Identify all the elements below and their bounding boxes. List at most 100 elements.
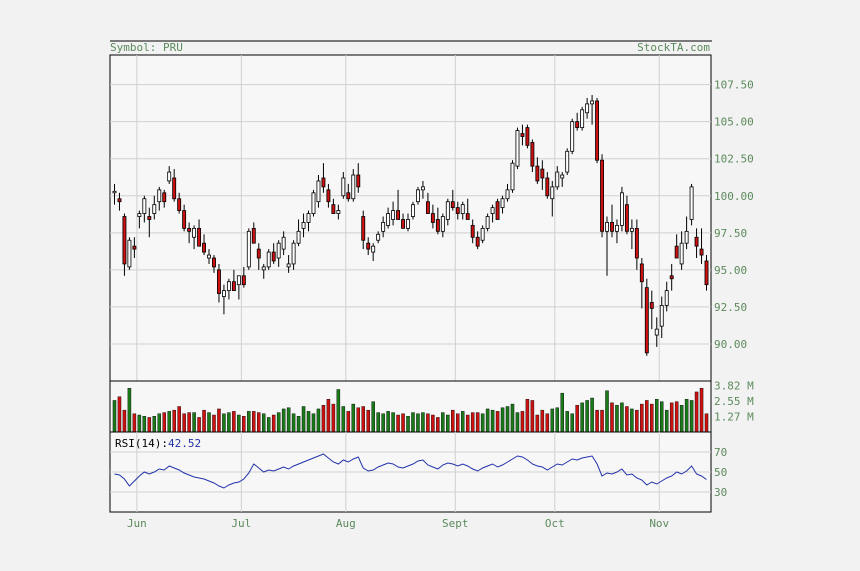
volume-bar — [645, 400, 649, 433]
candle — [659, 296, 664, 339]
candle — [192, 225, 197, 250]
candle — [590, 95, 595, 125]
volume-bar — [659, 401, 664, 433]
volume-bar — [436, 417, 440, 433]
candle — [490, 204, 495, 223]
volume-bar — [585, 400, 589, 433]
rsi-label: RSI(14):42.52 — [115, 437, 201, 450]
candle-body — [366, 242, 371, 250]
candle-body — [500, 198, 505, 209]
candle-body — [341, 177, 346, 197]
volume-bar — [630, 408, 634, 433]
candle-body — [694, 236, 699, 247]
candle — [246, 228, 251, 270]
volume-bar — [520, 411, 525, 433]
candle — [520, 124, 525, 146]
candle — [634, 219, 639, 270]
candle-body — [679, 242, 684, 265]
candle-body — [525, 127, 530, 146]
volume-bar — [595, 409, 599, 433]
volume-bar — [391, 412, 395, 433]
candle-body — [704, 260, 709, 286]
candle-body — [391, 210, 396, 220]
volume-axis: 3.82 M 2.55 M 1.27 M — [714, 380, 754, 424]
candle — [122, 213, 127, 276]
volume-bar — [431, 414, 435, 433]
volume-bar — [321, 405, 326, 433]
volume-bar — [421, 412, 425, 433]
price-axis: 90.00 92.50 95.00 97.50 100.00 102.50 105.00 10… — [714, 79, 754, 351]
candle — [535, 157, 540, 184]
month-axis: Jun Jul Aug Sept Oct Nov — [127, 517, 670, 530]
volume-bar — [475, 412, 480, 433]
candle — [555, 166, 560, 190]
candle-body — [336, 210, 341, 214]
candle — [440, 213, 445, 238]
candle — [550, 180, 555, 217]
candle-body — [595, 100, 600, 161]
candle — [366, 237, 371, 256]
candle — [580, 106, 585, 131]
candle — [669, 263, 674, 291]
volume-bar — [162, 412, 166, 433]
candle-body — [351, 174, 356, 200]
candle-body — [610, 222, 614, 232]
price-tick-label: 90.00 — [714, 338, 747, 351]
candle — [525, 124, 530, 149]
candle — [639, 258, 644, 309]
candle-body — [281, 236, 286, 250]
volume-bar — [281, 408, 286, 433]
volume-bar — [296, 416, 301, 433]
volume-bar — [117, 396, 122, 433]
volume-bar — [326, 399, 331, 433]
candle-body — [226, 281, 231, 292]
volume-bar — [515, 412, 520, 433]
candle-body — [207, 254, 211, 259]
volume-bar — [441, 412, 445, 433]
candle — [127, 237, 132, 270]
price-tick-label: 97.50 — [714, 227, 747, 240]
candle-body — [550, 186, 555, 200]
candle — [117, 192, 122, 211]
candle-body — [425, 201, 430, 214]
candle — [336, 204, 341, 220]
candle — [465, 198, 470, 220]
candle — [241, 266, 246, 288]
volume-bar — [132, 413, 137, 433]
candle-body — [530, 142, 535, 167]
volume-bar — [699, 388, 704, 433]
candle-body — [590, 100, 595, 105]
price-candles — [112, 95, 709, 356]
candle — [406, 213, 410, 232]
candle-body — [271, 251, 276, 262]
rsi-line — [114, 453, 707, 489]
volume-bar — [480, 413, 485, 433]
candle-body — [455, 207, 460, 214]
volume-bar — [311, 413, 316, 433]
candle — [560, 172, 565, 187]
volume-bar — [625, 406, 629, 433]
candle-body — [266, 251, 271, 268]
candle-body — [664, 290, 669, 306]
rsi-tick-label: 30 — [714, 486, 727, 499]
candle-body — [246, 230, 251, 268]
candle — [316, 175, 321, 208]
candle — [167, 166, 172, 184]
candle — [624, 195, 629, 235]
volume-bar — [465, 414, 470, 433]
rsi-grid — [110, 432, 711, 512]
candle — [699, 228, 704, 264]
candle — [485, 213, 490, 232]
volume-tick-label: 2.55 M — [714, 395, 754, 408]
volume-bar — [192, 412, 196, 433]
candle-body — [381, 222, 386, 232]
volume-bar — [207, 412, 211, 433]
candle-body — [236, 275, 241, 286]
volume-bar — [525, 399, 530, 433]
volume-tick-label: 3.82 M — [714, 380, 754, 393]
candle — [664, 281, 669, 312]
candle-body — [286, 263, 291, 268]
candle-body — [356, 174, 361, 188]
candle-body — [445, 201, 450, 220]
candle-body — [316, 180, 321, 203]
